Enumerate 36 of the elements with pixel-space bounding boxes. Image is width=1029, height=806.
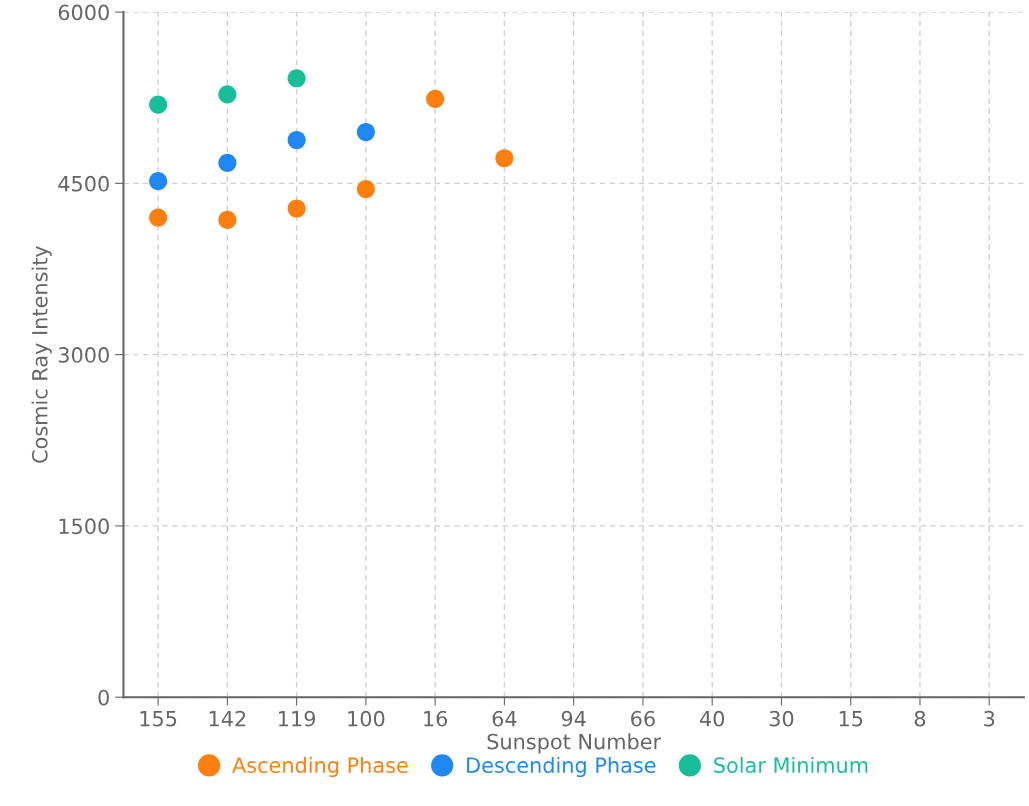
y-tick-label: 6000 (58, 4, 109, 21)
legend-label: Solar Minimum (714, 756, 868, 774)
x-tick-label: 3 (984, 710, 995, 727)
point (287, 69, 306, 88)
point (218, 153, 237, 172)
x-tick-label: 155 (140, 711, 177, 727)
y-tick-label: 0 (98, 689, 109, 706)
point (149, 95, 168, 114)
point (426, 89, 445, 108)
x-tick-label: 119 (279, 710, 316, 727)
x-tick-label: 94 (561, 710, 586, 727)
y-tick-label: 4500 (58, 175, 109, 192)
y-tick-label: 3000 (58, 347, 109, 363)
x-tick-label: 40 (699, 710, 725, 727)
x-tick-label: 30 (769, 710, 794, 727)
legend-label: Ascending Phase (232, 756, 408, 778)
legend-label: Descending Phase (467, 756, 656, 778)
x-tick-label: 100 (348, 710, 385, 727)
point (218, 85, 237, 104)
point (356, 180, 375, 199)
x-tick-label: 64 (492, 710, 517, 727)
point (149, 172, 168, 191)
x-tick-label: 16 (424, 710, 448, 727)
point (287, 199, 306, 218)
point (495, 149, 514, 168)
x-tick-label: 8 (914, 710, 926, 727)
x-tick-label: 15 (839, 711, 863, 727)
x-tick-label: 66 (631, 710, 655, 727)
point (218, 210, 237, 229)
x-tick-label: 142 (209, 710, 246, 727)
point (356, 122, 375, 142)
x-axis-title: Sunspot Number (487, 733, 662, 754)
y-tick-label: 1500 (59, 518, 109, 535)
point (287, 130, 306, 150)
point (149, 208, 168, 227)
y-axis-title: Cosmic Ray Intensity (31, 245, 52, 463)
